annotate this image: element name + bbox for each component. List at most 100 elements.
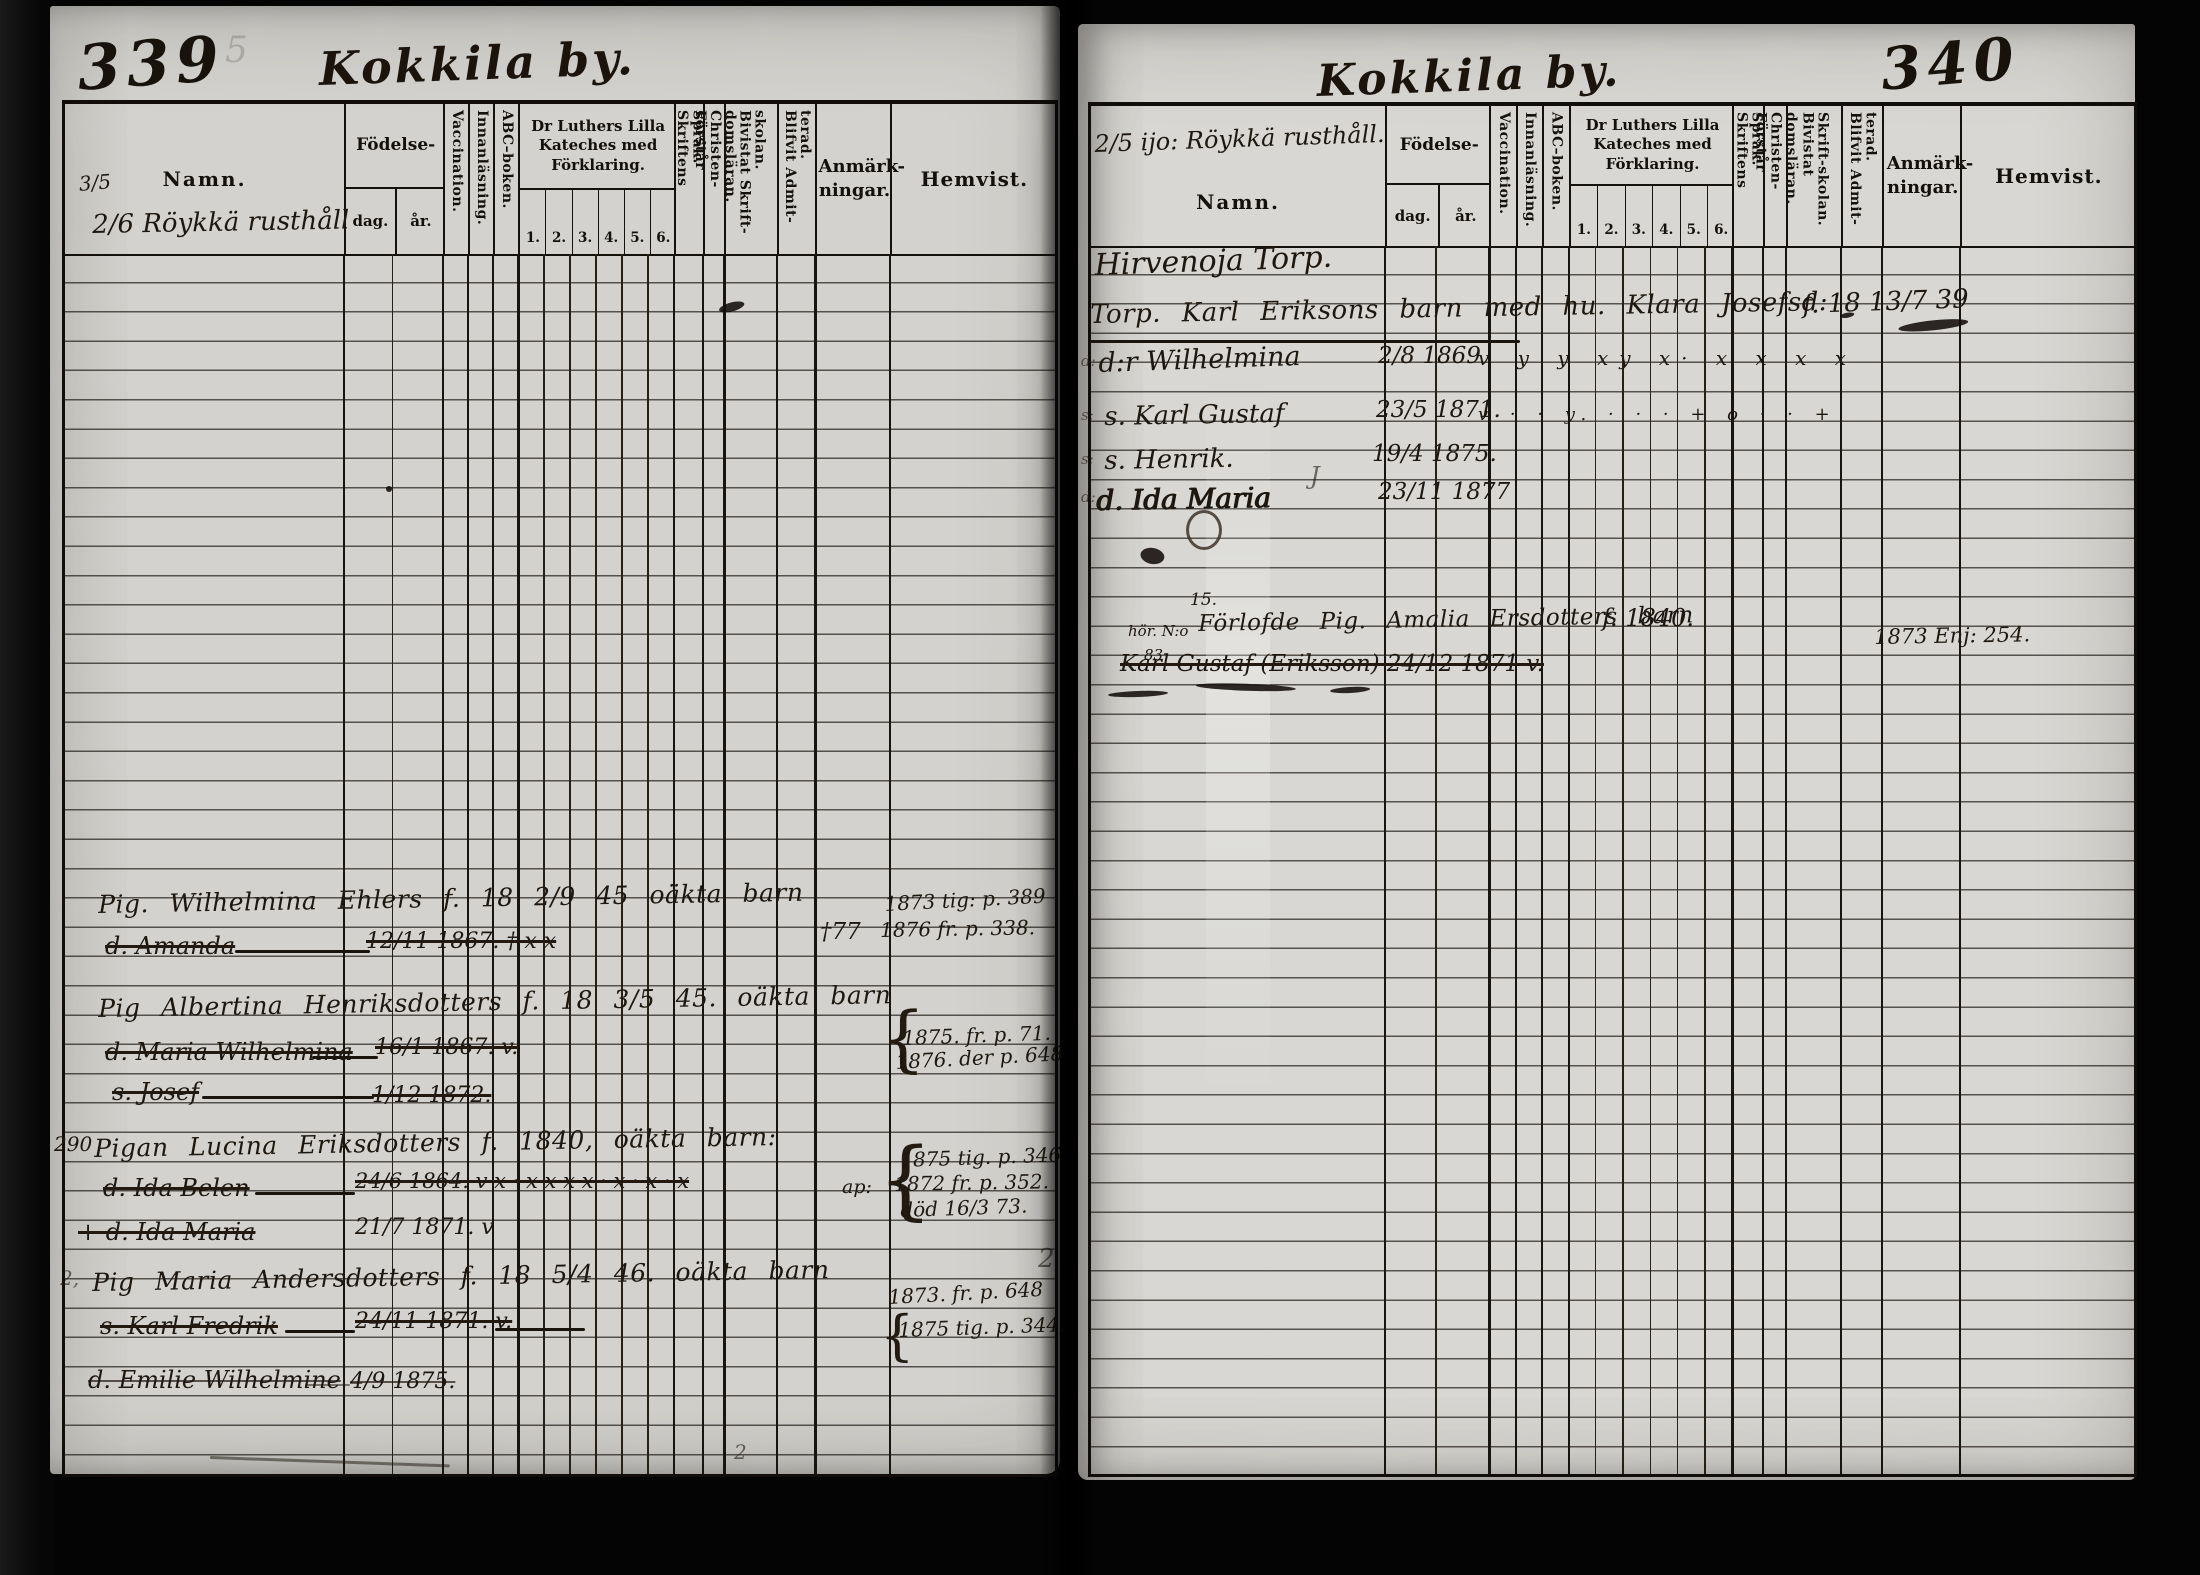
table-column-line: [1704, 246, 1706, 1474]
column-header-kateches: Dr Luthers Lilla Kateches med Förklaring…: [1568, 106, 1735, 246]
ink-scribble: [1186, 510, 1222, 550]
handwritten-text: Torp. Karl Eriksons barn med hu. Klara J…: [1089, 287, 1829, 330]
ink-blot: [718, 299, 746, 315]
kateches-sub-4: 4.: [1652, 186, 1679, 246]
column-header-bivistat-skriftskolan: Bivistat Skrift-skolan.: [1785, 106, 1841, 246]
column-label: Anmärk-ningar.: [818, 155, 905, 201]
handwritten-text: s. Henrik.: [1103, 443, 1234, 476]
ink-blot: [1898, 316, 1969, 334]
column-header-namn: Namn.: [65, 104, 344, 254]
column-label: Vaccination.: [449, 110, 466, 213]
column-header-dag: dag.: [346, 186, 395, 255]
ink-blot: [386, 486, 392, 492]
register-table-right: Namn. Födelse- dag. år. Vaccination. Inn…: [1088, 102, 2137, 1477]
strike-line: [209, 1456, 450, 1468]
kateches-sub-2: 2.: [545, 190, 571, 254]
strike-line: [305, 1384, 350, 1386]
column-header-vaccination: Vaccination.: [443, 104, 468, 254]
table-column-line: [1761, 246, 1764, 1474]
strike-line: [495, 1328, 585, 1331]
handwritten-text: 1/12 1872.: [372, 1083, 492, 1108]
ink-blot: [1330, 685, 1371, 694]
handwritten-text: 1875 tig. p. 346: [899, 1142, 1062, 1172]
handwritten-text: Pigan Lucina Eriksdotters f. 1840, oäkta…: [93, 1122, 777, 1163]
column-header-bivistat-skriftskolan: Bivistat Skrift-skolan.: [724, 104, 776, 254]
handwritten-text: 24/6 1864. v x · x x x x · x · x · x: [355, 1169, 690, 1193]
table-column-line: [517, 254, 520, 1474]
table-column-line: [491, 254, 494, 1474]
table-column-line: [1595, 246, 1597, 1474]
table-column-line: [391, 254, 394, 1474]
strike-line: [202, 1096, 374, 1099]
table-column-line: [1731, 246, 1734, 1474]
column-header-skriftens-sprak: Skriftens Språk.: [673, 104, 706, 254]
handwritten-text: Karl Gustaf (Eriksson) 24/12 1871 v.: [1120, 651, 1544, 677]
kateches-sub-2: 2.: [1597, 186, 1624, 246]
column-header-blifvit-admitterad: Blifvit Admit-terad.: [776, 104, 816, 254]
handwritten-text: Pig Maria Andersdotters f. 18 5/4 46. oä…: [91, 1255, 830, 1297]
column-label: Namn.: [1196, 190, 1281, 214]
column-header-fodelse: Födelse- dag. år.: [344, 104, 446, 255]
handwritten-text: 4/9 1875.: [350, 1369, 456, 1394]
column-label: Hemvist.: [1995, 164, 2103, 188]
column-header-vaccination: Vaccination.: [1489, 106, 1515, 246]
handwritten-text: d. Ida Maria: [1095, 480, 1272, 517]
column-label: Skriftens Språk.: [674, 110, 706, 187]
table-column-line: [1540, 246, 1543, 1474]
handwritten-text: 2/6 Röykkä rusthåll: [91, 205, 350, 240]
table-column-line: [1839, 246, 1843, 1474]
kateches-sub-5: 5.: [1679, 186, 1707, 246]
handwritten-text: d. Maria Wilhelmina: [105, 1038, 353, 1066]
table-column-line: [1488, 246, 1491, 1474]
handwritten-text: 1876 fr. p. 338.: [879, 915, 1036, 942]
handwritten-text: d. Ida Belen: [103, 1174, 250, 1202]
column-label: Blifvit Admit-terad.: [782, 110, 814, 224]
handwritten-text: 1872 fr. p. 352.: [893, 1169, 1050, 1196]
handwritten-text: 2: [734, 1440, 747, 1464]
table-column-line: [672, 254, 676, 1474]
table-column-line: [1958, 246, 1961, 1474]
column-label: Bivistat Skrift-skolan.: [736, 110, 768, 235]
ink-blot: [1139, 546, 1166, 566]
table-column-line: [621, 254, 623, 1474]
handwritten-text: s:: [1081, 406, 1094, 424]
column-header-blifvit-admitterad: Blifvit Admit-terad.: [1840, 106, 1882, 246]
kateches-subcolumns: 1. 2. 3. 4. 5. 6.: [520, 188, 676, 254]
column-label: Anmärk-ningar.: [1886, 152, 1974, 198]
table-column-line: [466, 254, 470, 1474]
kateches-sub-5: 5.: [623, 190, 650, 254]
column-header-forstar-christendomslaran: Förstår Christen-domsläran.: [1753, 106, 1799, 246]
handwritten-text: s. Karl Fredrik: [100, 1312, 278, 1340]
handwritten-text: d. Amanda: [105, 932, 236, 960]
handwritten-text: s. Josef: [112, 1078, 200, 1106]
handwritten-text: v y y xy x· x x x x: [1478, 346, 1858, 370]
handwritten-text: 2/5 ijo: Röykkä rusthåll.: [1093, 119, 1386, 158]
table-column-line: [595, 254, 597, 1474]
handwritten-text: + d. Ida Maria: [78, 1218, 256, 1246]
handwritten-text: 23/5 1871.: [1376, 397, 1501, 423]
book-edge: [0, 0, 55, 1575]
table-column-line: [1880, 246, 1883, 1474]
column-header-ar: år.: [1438, 183, 1492, 246]
column-header-anmarkningar: Anmärk-ningar.: [1881, 106, 1974, 246]
handwritten-text: 3/5: [77, 169, 112, 196]
table-column-line: [1677, 246, 1679, 1474]
strike-line: [1090, 340, 1520, 343]
kateches-sub-4: 4.: [597, 190, 624, 254]
right-page: 340 Kokkila by. Namn. Födelse- dag. år. …: [1078, 24, 2137, 1480]
column-header-abc-boken: ABC–boken.: [492, 104, 519, 254]
handwritten-text: 5: [225, 30, 248, 71]
handwritten-text: d:r Wilhelmina: [1097, 340, 1302, 379]
column-label-kateches: Dr Luthers Lilla Kateches med Förklaring…: [1585, 115, 1720, 173]
table-column-line: [701, 254, 704, 1474]
handwritten-text: 15.: [1190, 590, 1218, 610]
column-header-hemvist: Hemvist.: [1959, 106, 2136, 246]
kateches-sub-1: 1.: [525, 230, 540, 246]
handwritten-text: 1873 Enj: 254.: [1873, 622, 2031, 649]
column-label: Namn.: [162, 167, 247, 191]
handwritten-text: Pig. Wilhelmina Ehlers f. 18 2/9 45 oäkt…: [97, 877, 804, 919]
table-column-line: [723, 254, 726, 1474]
handwritten-text: 290: [54, 1132, 93, 1156]
handwritten-text: 2,: [60, 1266, 80, 1290]
